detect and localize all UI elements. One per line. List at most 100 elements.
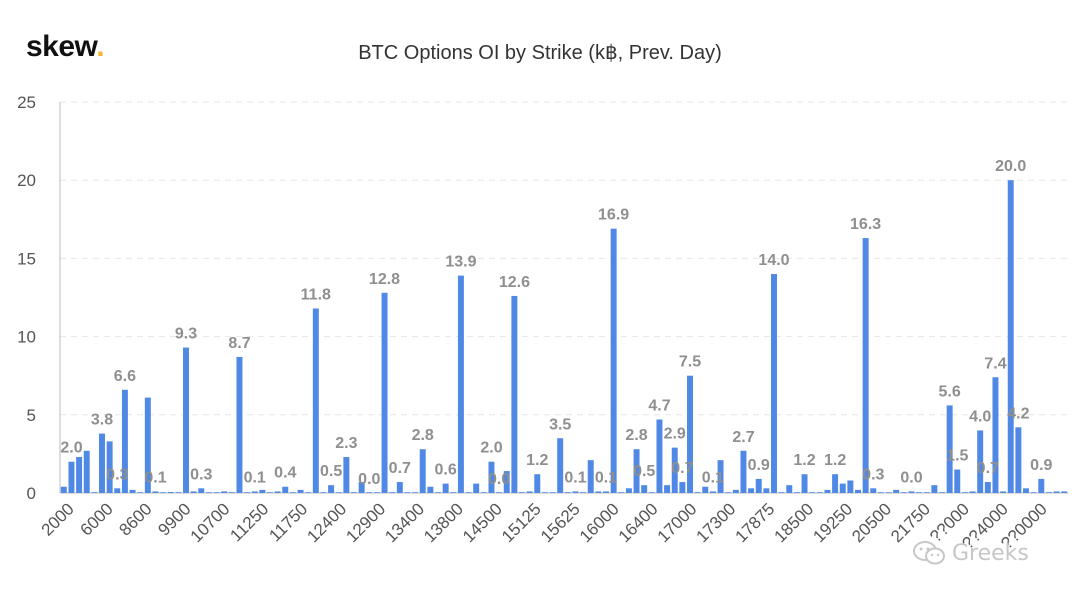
bar <box>1007 180 1014 493</box>
data-label: 14.0 <box>758 252 789 269</box>
bar <box>839 483 846 493</box>
bar <box>977 430 984 493</box>
bar <box>534 474 541 493</box>
bar <box>503 471 510 493</box>
bar <box>633 449 640 493</box>
bar <box>137 492 144 493</box>
bar <box>603 491 609 493</box>
bar <box>121 389 128 493</box>
x-tick-label: 13400 <box>381 499 428 546</box>
x-tick-label: 2000 <box>38 499 78 539</box>
bar <box>778 492 785 493</box>
bar <box>992 377 999 493</box>
x-tick-label: 15125 <box>498 499 545 546</box>
bar <box>480 492 487 493</box>
bar <box>129 489 136 493</box>
bar <box>221 491 228 493</box>
x-tick-label: 12900 <box>342 499 389 546</box>
bar <box>183 347 189 493</box>
bar <box>809 492 816 493</box>
bar <box>755 478 762 493</box>
bar <box>900 492 907 493</box>
bar <box>282 486 289 493</box>
data-label: 0.1 <box>564 469 586 486</box>
data-label: 0.3 <box>106 466 128 483</box>
data-label: 0.3 <box>862 466 884 483</box>
bar <box>236 356 243 493</box>
x-tick-label: 17875 <box>732 499 779 546</box>
bar <box>419 449 426 493</box>
bar <box>366 492 373 493</box>
bar <box>885 492 892 493</box>
bar <box>488 461 495 493</box>
bar <box>450 492 457 493</box>
x-tick-label: 10700 <box>187 499 234 546</box>
bar <box>954 469 961 493</box>
data-label: 0.6 <box>434 462 456 479</box>
bar <box>244 492 251 493</box>
bar <box>328 485 335 493</box>
bar <box>893 489 900 493</box>
data-label: 2.8 <box>412 427 434 444</box>
bar <box>625 488 632 493</box>
bar <box>343 457 350 493</box>
bar <box>664 485 671 493</box>
x-tick-label: 11750 <box>265 499 311 545</box>
data-label: 16.3 <box>850 216 881 233</box>
bar <box>167 492 174 493</box>
data-label: 0.4 <box>274 465 296 482</box>
bar <box>297 489 304 493</box>
wechat-icon <box>913 541 945 565</box>
data-label: 0.3 <box>190 466 212 483</box>
data-label: 4.0 <box>969 408 991 425</box>
bar <box>373 492 380 493</box>
bar <box>389 492 396 493</box>
bar <box>641 485 648 493</box>
bar <box>732 489 739 493</box>
bar <box>351 492 357 493</box>
bar <box>76 457 83 493</box>
bar <box>824 489 831 493</box>
bar <box>549 492 556 493</box>
bar <box>412 492 419 493</box>
bar <box>717 460 724 493</box>
data-label: 4.2 <box>1007 405 1029 422</box>
bar <box>564 492 571 493</box>
data-label: 0.0 <box>358 471 380 488</box>
x-tick-label: 17300 <box>693 499 740 546</box>
data-label: 1.2 <box>824 452 846 469</box>
x-tick-label: 15625 <box>537 499 584 546</box>
bar <box>427 486 434 493</box>
x-tick-label: 20500 <box>848 499 895 546</box>
data-label: 3.8 <box>91 412 113 429</box>
bar <box>786 485 793 493</box>
bar <box>984 482 991 493</box>
bar <box>1045 492 1052 493</box>
data-label: 13.9 <box>445 254 476 271</box>
bar <box>205 492 212 493</box>
data-label: 0.9 <box>748 457 770 474</box>
bar <box>687 375 693 493</box>
x-tick-label: 13800 <box>420 499 467 546</box>
bar <box>801 474 808 493</box>
data-label: 8.7 <box>228 335 250 352</box>
bar <box>152 491 159 493</box>
data-label: 2.0 <box>480 440 502 457</box>
bar <box>1038 478 1045 493</box>
bar <box>83 450 90 493</box>
x-tick-label: 16000 <box>576 499 623 546</box>
y-tick-label: 20 <box>17 171 36 190</box>
bar <box>251 491 258 493</box>
bar <box>259 489 266 493</box>
bar <box>939 492 945 493</box>
bar <box>656 419 663 493</box>
gridlines <box>59 101 1068 494</box>
bar <box>580 492 587 493</box>
bar <box>961 492 968 493</box>
watermark: Greeks <box>912 540 1029 566</box>
data-label: 0.0 <box>488 471 510 488</box>
data-label: 0.7 <box>389 460 411 477</box>
x-tick-label: 8600 <box>115 499 155 539</box>
data-label: 12.8 <box>369 271 400 288</box>
